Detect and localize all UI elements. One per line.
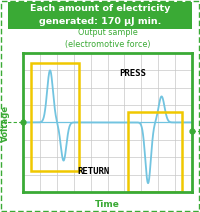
Text: Each amount of electricity
generated: 170 μJ min.: Each amount of electricity generated: 17… — [30, 4, 170, 26]
FancyBboxPatch shape — [0, 1, 200, 30]
Text: RETURN: RETURN — [78, 167, 110, 176]
Bar — [128, 112, 182, 192]
Text: Voltage: Voltage — [0, 104, 10, 142]
Text: Output sample
(electromotive force): Output sample (electromotive force) — [65, 28, 151, 49]
Text: PRESS: PRESS — [119, 69, 146, 78]
Text: Time: Time — [95, 200, 119, 209]
Bar — [31, 63, 79, 171]
